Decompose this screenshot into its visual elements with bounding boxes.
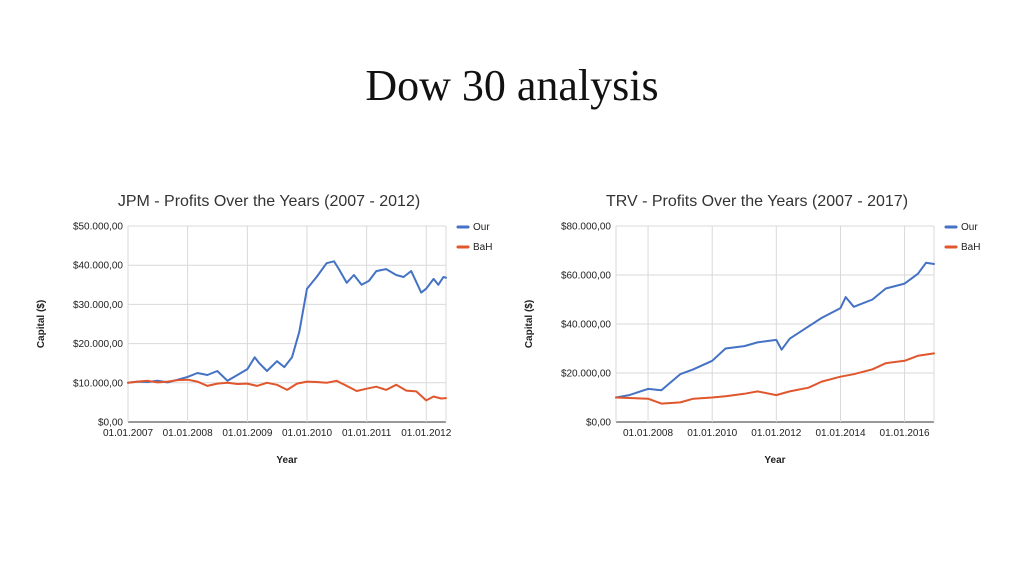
y-tick-label: $40.000,00 [73, 261, 123, 272]
x-tick-label: 01.01.2008 [623, 428, 673, 439]
chart-title: JPM - Profits Over the Years (2007 - 201… [118, 193, 420, 210]
chart-title: TRV - Profits Over the Years (2007 - 201… [606, 193, 908, 210]
trv-chart: TRV - Profits Over the Years (2007 - 201… [516, 180, 986, 480]
y-tick-label: $20.000,00 [561, 369, 611, 380]
series-line-our [127, 260, 447, 384]
x-tick-label: 01.01.2007 [103, 428, 153, 439]
x-tick-label: 01.01.2011 [342, 428, 392, 439]
y-tick-label: $40.000,00 [561, 320, 611, 331]
series-line-bah [615, 352, 935, 405]
y-tick-label: $0,00 [98, 418, 123, 429]
x-axis-title: Year [764, 455, 785, 466]
y-axis-title: Capital ($) [524, 300, 535, 348]
x-tick-label: 01.01.2008 [163, 428, 213, 439]
series-line-our [615, 261, 935, 399]
x-tick-label: 01.01.2016 [880, 428, 930, 439]
x-axis-title: Year [276, 455, 297, 466]
x-tick-label: 01.01.2009 [222, 428, 272, 439]
y-tick-label: $10.000,00 [73, 378, 123, 389]
x-tick-label: 01.01.2010 [687, 428, 737, 439]
trv-chart-svg: TRV - Profits Over the Years (2007 - 201… [524, 193, 980, 466]
legend-label-our: Our [961, 222, 978, 233]
jpm-chart: JPM - Profits Over the Years (2007 - 201… [28, 180, 498, 480]
x-tick-label: 01.01.2012 [401, 428, 451, 439]
y-tick-label: $30.000,00 [73, 300, 123, 311]
legend-label-our: Our [473, 222, 490, 233]
y-tick-label: $60.000,00 [561, 271, 611, 282]
slide-title: Dow 30 analysis [365, 61, 659, 110]
legend-label-bah: BaH [473, 242, 492, 253]
series-line-bah [127, 378, 447, 402]
x-tick-label: 01.01.2010 [282, 428, 332, 439]
legend-label-bah: BaH [961, 242, 980, 253]
y-tick-label: $20.000,00 [73, 339, 123, 350]
y-tick-label: $80.000,00 [561, 222, 611, 233]
y-axis-title: Capital ($) [36, 300, 47, 348]
x-tick-label: 01.01.2012 [751, 428, 801, 439]
jpm-chart-svg: JPM - Profits Over the Years (2007 - 201… [36, 193, 492, 466]
y-tick-label: $0,00 [586, 418, 611, 429]
y-tick-label: $50.000,00 [73, 222, 123, 233]
x-tick-label: 01.01.2014 [815, 428, 865, 439]
